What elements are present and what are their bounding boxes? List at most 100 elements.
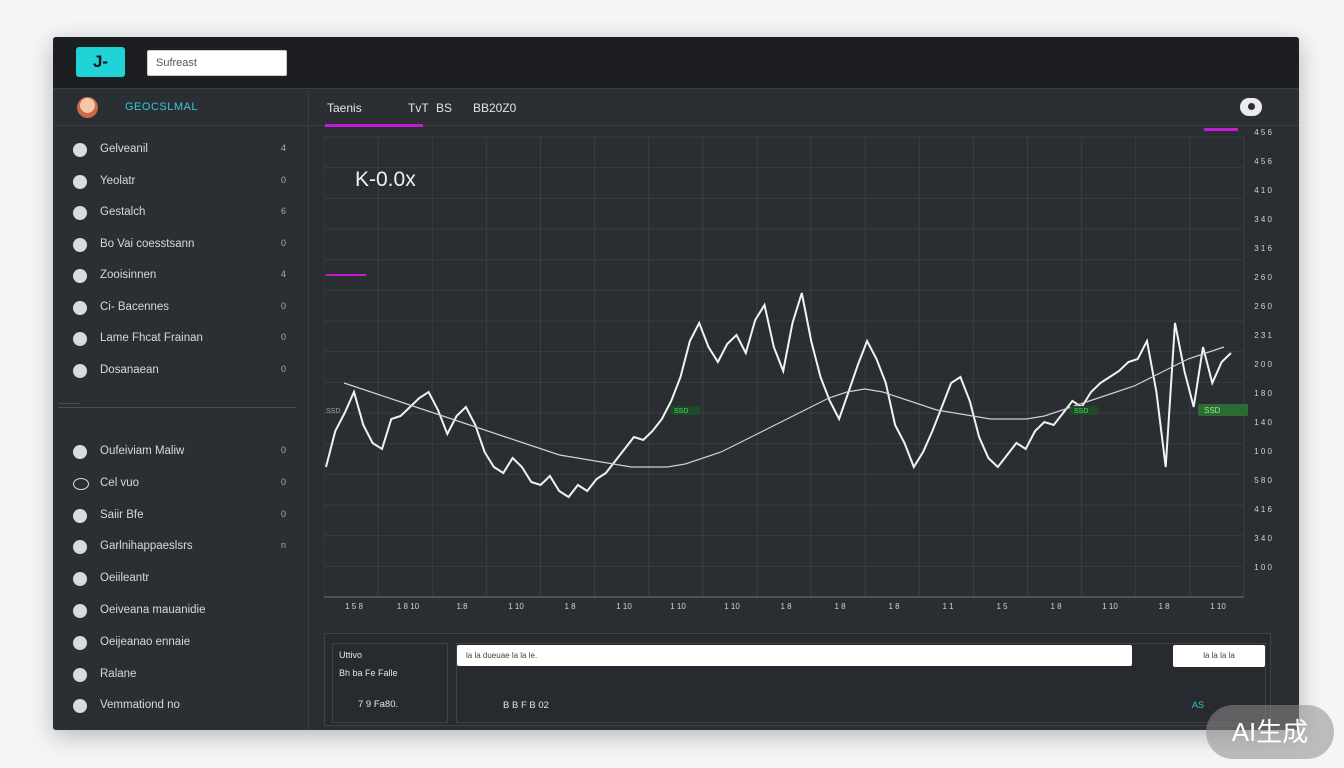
sidebar-item-label: Lame Fhcat Frainan [100,332,203,344]
dashboard-icon [73,174,87,189]
sidebar-item-badge: 0 [281,445,287,455]
y-tick-label: 4 5 6 [1254,157,1272,166]
x-tick-label: 1 1 [942,602,954,611]
x-tick-label: 1 8 10 [397,602,420,611]
toggle-button[interactable] [1240,98,1262,116]
sidebar-item-items2-2[interactable]: Saiir Bfe 0 [53,502,309,530]
x-tick-label: 1 8 [780,602,792,611]
tab-taenis[interactable]: Taenis [327,101,362,115]
y-tick-label: 2 3 1 [1254,331,1272,340]
y-tick-label: 2 0 0 [1254,360,1272,369]
annotation-tag [1198,404,1248,416]
sidebar-item-label: Zooisinnen [100,269,157,281]
sidebar-item-label: Gelveanil [100,143,148,155]
sidebar-item-items2-8[interactable]: Vemmationd no [53,692,309,720]
sidebar-item-items-6[interactable]: Lame Fhcat Frainan 0 [53,325,309,353]
info-icon [73,445,87,459]
sidebar-item-badge: 0 [281,332,287,342]
sidebar-item-badge: 4 [281,269,287,279]
sidebar-item-items-5[interactable]: Ci- Bacennes 0 [53,294,309,322]
submit-button[interactable]: la la la la [1173,645,1265,667]
sidebar-item-items2-4[interactable]: Oeiileantr [53,565,309,593]
x-tick-label: 1 8 [1158,602,1170,611]
top-bar: J- Sufreast [53,37,1299,89]
sidebar-item-items-0[interactable]: Gelveanil 4 [53,136,309,164]
sidebar-divider [58,407,296,408]
y-tick-label: 4 1 0 [1254,186,1272,195]
range-marker [326,274,366,276]
x-tick-label: 1 10 [616,602,632,611]
annotation-tag-label: SSD [1074,408,1088,415]
x-tick-label: 1 8 [834,602,846,611]
sidebar-item-badge: 0 [281,237,287,248]
sidebar-item-items2-5[interactable]: Oeiveana mauanidie [53,597,309,625]
sidebar-item-badge: 0 [281,363,287,374]
compass-icon [73,143,87,157]
annotation-tag-label: SSD [1204,406,1221,415]
sidebar-item-badge: 0 [281,476,287,487]
detail-box [456,643,1266,723]
annotation-tag-label: SSD [326,408,340,415]
sidebar-item-items2-0[interactable]: Oufeiviam Maliw 0 [53,438,309,466]
x-tick-label: 1 8 [564,602,576,611]
avatar[interactable] [77,97,98,118]
sidebar-item-items2-7[interactable]: Ralane [53,661,309,689]
sidebar-item-items2-6[interactable]: Oeijeanao ennaie [53,629,309,657]
sidebar-item-label: Oufeiviam Maliw [100,445,185,457]
detail-tag[interactable]: AS [1192,700,1205,710]
summary-value: 7 9 Fa80. [358,699,399,710]
bell-icon [73,508,87,523]
chart-title: K-0.0x [355,168,416,191]
x-tick-label: 1 8 [1050,602,1062,611]
sidebar-item-items-4[interactable]: Zooisinnen 4 [53,262,309,290]
sidebar-item-label: Cel vuo [100,476,139,489]
sidebar-item-items2-1[interactable]: Cel vuo 0 [53,470,309,498]
y-tick-label: 3 1 6 [1254,244,1272,253]
sidebar-item-badge: 0 [281,300,287,311]
help-icon [73,604,87,618]
sidebar-item-label: Dosanaean [100,363,159,376]
sidebar-divider-label: ------------- [58,401,80,407]
bottom-panel: Uttivo Bh ba Fe Falle 7 9 Fa80. la la du… [324,633,1271,726]
detail-value: B B F B 02 [503,700,549,711]
annotation-tag [1070,406,1098,415]
user-name: GEOCSLMAL [125,101,198,113]
settings-icon [73,332,87,346]
user-profile[interactable]: GEOCSLMAL [53,90,309,126]
summary-box: Uttivo Bh ba Fe Falle 7 9 Fa80. [332,643,448,723]
x-axis-ticks: 1 5 8 1 8 10 1:8 1 10 1 8 1 10 1 10 1 10 1 8 1 8 1… [345,602,1226,611]
search-input[interactable]: Sufreast [147,50,287,76]
chart-grid [324,136,1245,598]
tab-bs[interactable]: BS [436,101,453,115]
sidebar-item-items-1[interactable]: Yeolatr 0 [53,168,309,196]
sidebar-item-badge: 4 [281,143,287,153]
y-tick-label: 1 4 0 [1254,418,1272,427]
x-tick-label: 1 8 [888,602,900,611]
app-logo[interactable]: J- [76,47,125,77]
sidebar-item-items-3[interactable]: Bo Vai coesstsann 0 [53,231,309,259]
x-tick-label: 1 5 [996,602,1008,611]
globe-icon [73,540,87,555]
sidebar-item-label: Ralane [100,667,137,680]
y-tick-label: 4 1 6 [1254,505,1272,514]
sidebar-item-label: Gestalch [100,206,146,218]
sidebar-item-items-2[interactable]: Gestalch 6 [53,199,309,227]
sidebar-item-items-7[interactable]: Dosanaean 0 [53,357,309,385]
x-tick-label: 1 10 [1102,602,1118,611]
annotation-tag-label: SSD [674,408,688,415]
gear-icon [73,699,87,714]
sidebar-item-label: Bo Vai coesstsann [100,237,195,250]
y-tick-label: 2 6 0 [1254,273,1272,282]
legend-marker [1204,128,1238,131]
sidebar-item-label: Ci- Bacennes [100,300,170,313]
tab-tvt[interactable]: TvT [408,101,429,115]
order-input[interactable]: la la dueuae la la le. [457,645,1132,666]
y-tick-label: 4 5 6 [1254,128,1272,137]
tab-bb20z0[interactable]: BB20Z0 [473,101,517,115]
x-tick-label: 1:8 [456,602,468,611]
sidebar-item-items2-3[interactable]: Garlnihappaeslsrs n [53,533,309,561]
sidebar: GEOCSLMAL Gelveanil 4 Yeolatr 0 Gestalch 6 Bo … [53,90,309,730]
active-tab-indicator [325,124,423,127]
tab-bar: Taenis TvT BS BB20Z0 [310,90,1299,127]
sidebar-item-label: Saiir Bfe [100,508,144,521]
